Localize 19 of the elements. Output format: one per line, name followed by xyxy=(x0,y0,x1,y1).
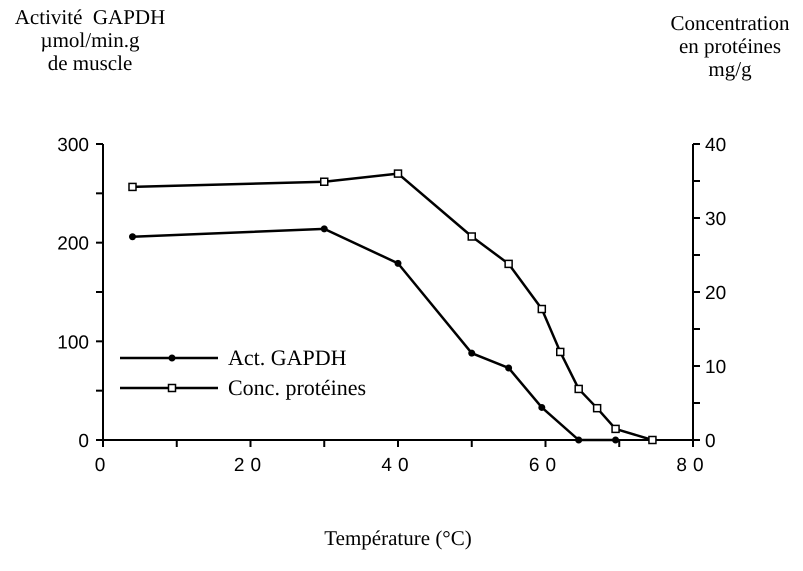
y2-tick-label: 40 xyxy=(705,135,726,156)
y-axis-title: Activité GAPDH µmol/min.g de muscle xyxy=(14,5,166,75)
y-tick-label: 200 xyxy=(57,234,89,255)
y2-tick-label: 0 xyxy=(705,431,716,452)
y2-tick-label: 10 xyxy=(705,357,726,378)
x-axis-title: Température (°C) xyxy=(324,526,472,550)
y-tick-label: 100 xyxy=(57,332,89,354)
x-tick-label: 40 xyxy=(381,455,415,476)
x-tick-label: 0 xyxy=(94,455,112,476)
y2-tick-label: 30 xyxy=(705,209,726,230)
y2-axis-title: Concentration en protéines mg/g xyxy=(670,11,790,81)
y2-tick-label: 20 xyxy=(705,283,726,304)
legend-label: Act. GAPDH xyxy=(228,345,347,370)
y-tick-label: 300 xyxy=(57,135,89,156)
x-tick-label: 80 xyxy=(676,455,710,476)
y-tick-label: 0 xyxy=(78,431,89,452)
x-tick-label: 20 xyxy=(234,455,268,476)
x-tick-label: 60 xyxy=(528,455,562,476)
legend-label: Conc. protéines xyxy=(228,375,366,400)
